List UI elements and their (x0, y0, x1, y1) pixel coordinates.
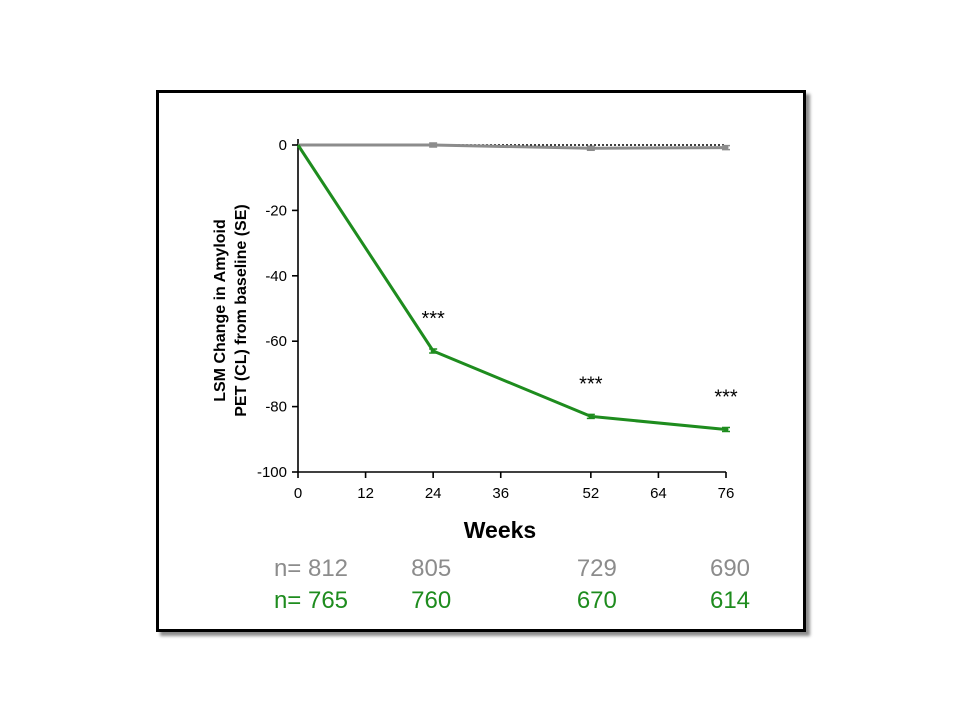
y-axis-title-line: LSM Change in Amyloid (212, 219, 229, 402)
y-tick-label: -100 (257, 464, 287, 481)
line-chart: 0 -20 -40 -60 -80 -100 0 12 24 36 52 64 76 Weeks LSM C… (212, 137, 750, 614)
x-tick-label: 0 (294, 485, 302, 502)
significance-marker: *** (579, 373, 603, 395)
y-tick-label: -20 (265, 202, 287, 219)
x-tick-label: 76 (718, 485, 735, 502)
data-point (430, 348, 436, 354)
n-at-risk-value: n= 765 (274, 587, 348, 614)
data-point (588, 145, 594, 151)
y-tick-label: -80 (265, 399, 287, 416)
y-tick-label: -40 (265, 268, 287, 285)
n-at-risk-value: 690 (710, 555, 750, 582)
x-tick-label: 12 (357, 485, 374, 502)
data-point (723, 145, 729, 151)
data-point (430, 142, 436, 148)
n-at-risk-value: 670 (577, 587, 617, 614)
x-tick-label: 64 (650, 485, 667, 502)
x-tick-label: 24 (425, 485, 442, 502)
n-at-risk-value: 729 (577, 555, 617, 582)
n-at-risk-value: 805 (411, 555, 451, 582)
data-point (588, 413, 594, 419)
significance-marker: *** (714, 386, 738, 408)
data-point (723, 426, 729, 432)
y-tick-label: -60 (265, 333, 287, 350)
y-tick-label: 0 (279, 137, 287, 154)
n-at-risk-value: 614 (710, 587, 750, 614)
x-tick-label: 36 (492, 485, 509, 502)
significance-marker: *** (421, 308, 445, 330)
n-at-risk-value: n= 812 (274, 555, 348, 582)
x-tick-label: 52 (582, 485, 599, 502)
y-axis-title: LSM Change in Amyloid PET (CL) from basel… (212, 204, 250, 416)
y-axis-title-line: PET (CL) from baseline (SE) (233, 204, 250, 416)
chart-frame: 0 -20 -40 -60 -80 -100 0 12 24 36 52 64 76 Weeks LSM C… (156, 90, 806, 632)
series-line-2 (296, 144, 727, 431)
n-at-risk-value: 760 (411, 587, 451, 614)
x-axis-title: Weeks (464, 517, 536, 543)
series-line-1 (298, 143, 727, 150)
